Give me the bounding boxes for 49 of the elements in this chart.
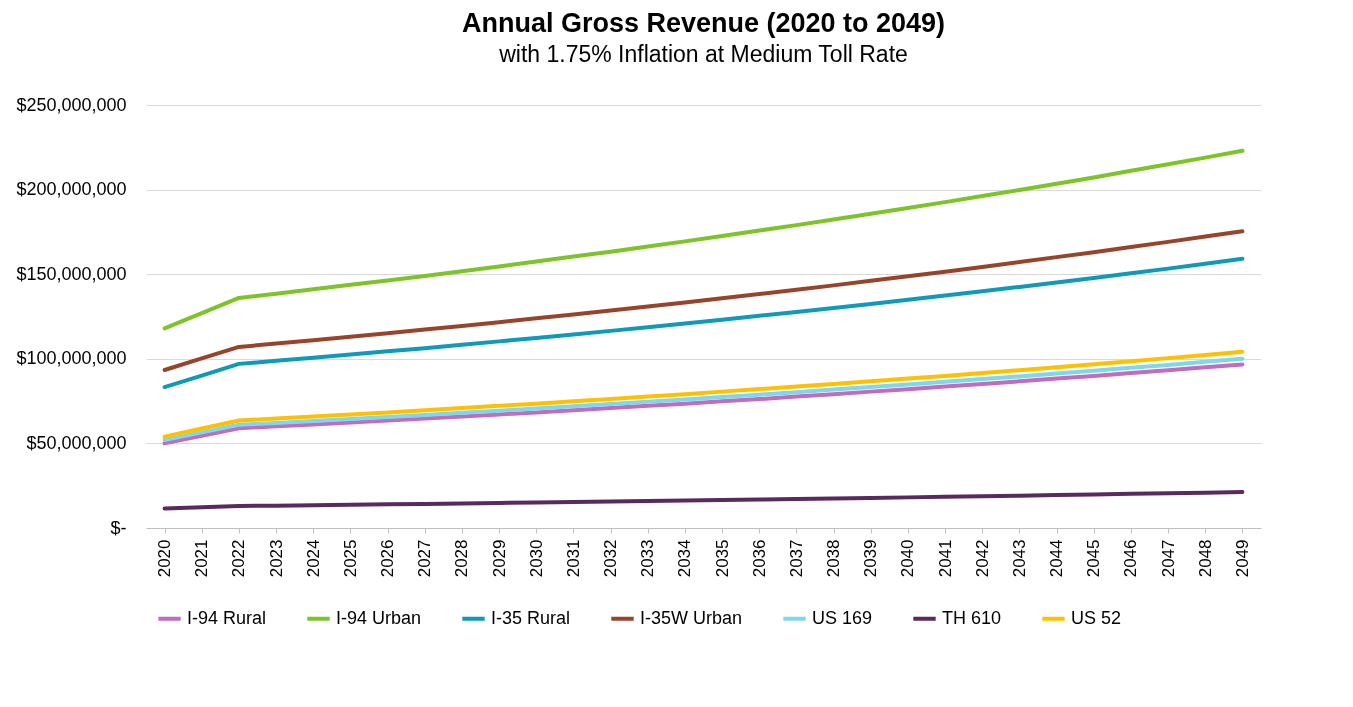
x-tick-label: 2033 <box>638 539 658 578</box>
x-tick-label: 2039 <box>861 539 881 578</box>
x-tick-label: 2043 <box>1009 539 1029 578</box>
x-tick-label: 2023 <box>266 539 286 578</box>
x-tick-label: 2024 <box>303 539 323 578</box>
x-tick-label: 2030 <box>526 539 546 578</box>
x-tick-label: 2022 <box>229 539 249 578</box>
x-tick-label: 2031 <box>563 539 583 578</box>
y-tick-label: $200,000,000 <box>16 179 127 200</box>
line-series <box>162 148 1245 331</box>
x-tick-label: 2036 <box>749 539 769 578</box>
y-tick-label: $- <box>110 517 127 538</box>
line-series <box>162 256 1245 390</box>
y-tick-label: $50,000,000 <box>26 432 127 453</box>
legend-label: I-35 Rural <box>491 607 571 628</box>
x-tick-label: 2027 <box>415 539 435 578</box>
x-tick-label: 2026 <box>378 539 398 578</box>
x-tick-label: 2020 <box>155 539 175 578</box>
x-tick-label: 2042 <box>972 539 992 578</box>
x-tick-label: 2037 <box>786 539 806 578</box>
chart-subtitle: with 1.75% Inflation at Medium Toll Rate <box>498 41 908 67</box>
x-tick-label: 2038 <box>824 539 844 578</box>
legend-label: I-94 Rural <box>187 607 267 628</box>
legend-label: I-35W Urban <box>640 607 743 628</box>
legend-label: US 52 <box>1071 607 1122 628</box>
y-tick-label: $150,000,000 <box>16 263 127 284</box>
x-tick-label: 2025 <box>340 539 360 578</box>
x-tick-label: 2035 <box>712 539 732 578</box>
y-tick-label: $250,000,000 <box>16 94 127 115</box>
x-tick-label: 2048 <box>1195 539 1215 578</box>
x-tick-label: 2028 <box>452 539 472 578</box>
x-tick-label: 2029 <box>489 539 509 578</box>
x-tick-label: 2049 <box>1232 539 1252 578</box>
chart-title: Annual Gross Revenue (2020 to 2049) <box>461 8 946 38</box>
legend-label: TH 610 <box>942 607 1002 628</box>
x-tick-label: 2041 <box>935 539 955 578</box>
line-series <box>162 489 1245 511</box>
x-tick-label: 2046 <box>1121 539 1141 578</box>
x-tick-label: 2034 <box>675 539 695 578</box>
x-tick-label: 2044 <box>1047 539 1067 578</box>
x-tick-label: 2040 <box>898 539 918 578</box>
y-tick-label: $100,000,000 <box>16 348 127 369</box>
x-tick-label: 2032 <box>601 539 621 578</box>
x-tick-label: 2021 <box>192 539 212 578</box>
legend-label: US 169 <box>812 607 873 628</box>
x-tick-label: 2045 <box>1084 539 1104 578</box>
legend-label: I-94 Urban <box>336 607 422 628</box>
x-tick-label: 2047 <box>1158 539 1178 578</box>
line-series <box>162 229 1245 372</box>
